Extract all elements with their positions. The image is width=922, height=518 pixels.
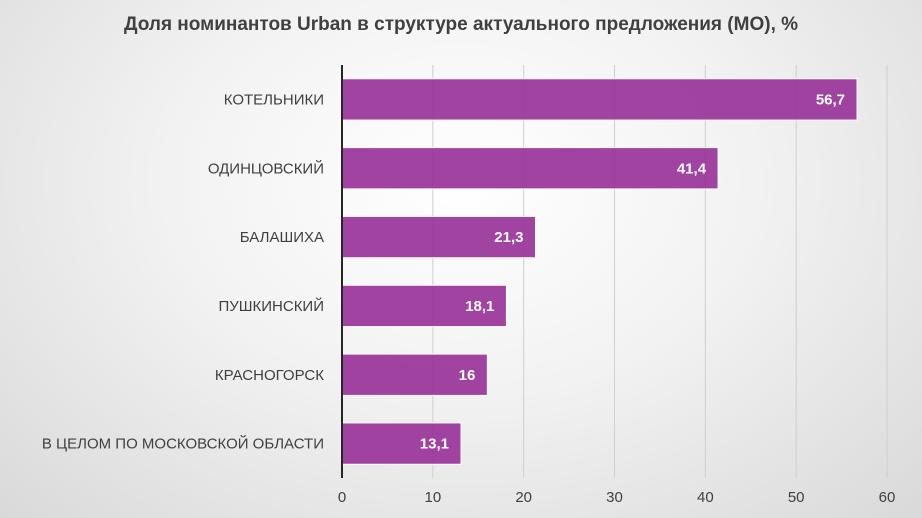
x-tick-label: 60 (879, 489, 896, 506)
category-label: БАЛАШИХА (240, 229, 324, 246)
value-label: 56,7 (816, 91, 845, 108)
bar (341, 284, 507, 328)
x-tick-label: 50 (788, 489, 805, 506)
x-tick-label: 30 (606, 489, 623, 506)
x-tick-label: 20 (515, 489, 532, 506)
gridlines (432, 65, 888, 478)
value-label: 41,4 (677, 160, 707, 177)
value-label: 21,3 (494, 229, 523, 246)
value-label: 13,1 (420, 436, 449, 453)
bar (341, 147, 719, 190)
bar (341, 422, 462, 465)
x-tick-labels: 0 10 20 30 40 50 60 (338, 489, 896, 506)
category-label: ПУШКИНСКИЙ (218, 297, 324, 315)
value-label: 16 (459, 367, 476, 384)
category-label: ОДИНЦОВСКИЙ (208, 159, 324, 177)
bar (341, 78, 858, 121)
bar (341, 353, 488, 396)
x-tick-label: 40 (697, 489, 714, 506)
x-tick-label: 10 (424, 489, 441, 506)
value-labels: 56,7 41,4 21,3 18,1 16 13,1 (420, 91, 845, 452)
category-label: КОТЕЛЬНИКИ (224, 91, 324, 108)
category-label: В ЦЕЛОМ ПО МОСКОВСКОЙ ОБЛАСТИ (42, 435, 324, 453)
category-label: КРАСНОГОРСК (215, 367, 324, 384)
category-labels: КОТЕЛЬНИКИ ОДИНЦОВСКИЙ БАЛАШИХА ПУШКИНСКИЙ К… (42, 91, 324, 452)
bars (341, 78, 858, 465)
x-tick-label: 0 (338, 489, 346, 506)
value-label: 18,1 (465, 298, 494, 315)
bar (341, 215, 536, 259)
chart-title: Доля номинантов Urban в структуре актуал… (123, 14, 799, 35)
